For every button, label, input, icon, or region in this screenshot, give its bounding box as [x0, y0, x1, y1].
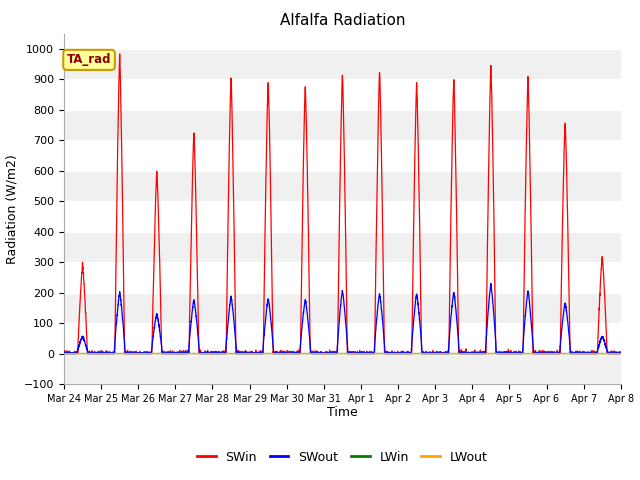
LWout — [616, 351, 624, 357]
SWin — [116, 51, 124, 57]
Legend: SWin, SWout, LWin, LWout: SWin, SWout, LWin, LWout — [192, 446, 493, 469]
Line: SWout: SWout — [64, 284, 621, 354]
Bar — [64, 323, 621, 354]
LWin — [617, 351, 625, 357]
LWin — [499, 351, 506, 357]
LWin — [60, 351, 68, 357]
Bar — [64, 262, 621, 293]
LWin — [160, 351, 168, 357]
Bar — [64, 171, 621, 201]
SWin — [322, 350, 330, 356]
SWout — [322, 351, 330, 357]
LWout — [617, 351, 625, 357]
LWout — [436, 351, 444, 357]
SWout — [60, 350, 68, 356]
Text: TA_rad: TA_rad — [67, 53, 111, 66]
Bar — [64, 354, 621, 384]
SWout — [487, 281, 495, 287]
LWin — [436, 351, 444, 357]
Line: SWin: SWin — [64, 54, 621, 354]
LWin — [467, 351, 475, 357]
SWin — [616, 351, 624, 357]
X-axis label: Time: Time — [327, 407, 358, 420]
Bar — [64, 49, 621, 79]
Bar — [64, 232, 621, 262]
SWout — [499, 350, 507, 356]
SWout — [61, 351, 68, 357]
Bar — [64, 140, 621, 171]
Bar — [64, 110, 621, 140]
SWout — [161, 350, 168, 356]
SWin — [617, 351, 625, 357]
SWin — [499, 350, 507, 356]
LWout — [160, 351, 168, 357]
Bar — [64, 201, 621, 232]
LWin — [616, 351, 624, 357]
SWout — [436, 350, 444, 356]
SWin — [161, 351, 168, 357]
SWin — [436, 351, 444, 357]
LWout — [467, 351, 475, 357]
LWin — [322, 351, 330, 357]
LWout — [322, 351, 330, 357]
LWout — [499, 351, 506, 357]
SWin — [61, 351, 68, 357]
SWout — [616, 351, 624, 357]
Title: Alfalfa Radiation: Alfalfa Radiation — [280, 13, 405, 28]
SWin — [468, 349, 476, 355]
SWout — [467, 350, 475, 356]
SWin — [60, 348, 68, 354]
Bar — [64, 293, 621, 323]
Y-axis label: Radiation (W/m2): Radiation (W/m2) — [5, 154, 19, 264]
Bar — [64, 79, 621, 110]
SWout — [617, 350, 625, 356]
LWout — [60, 351, 68, 357]
